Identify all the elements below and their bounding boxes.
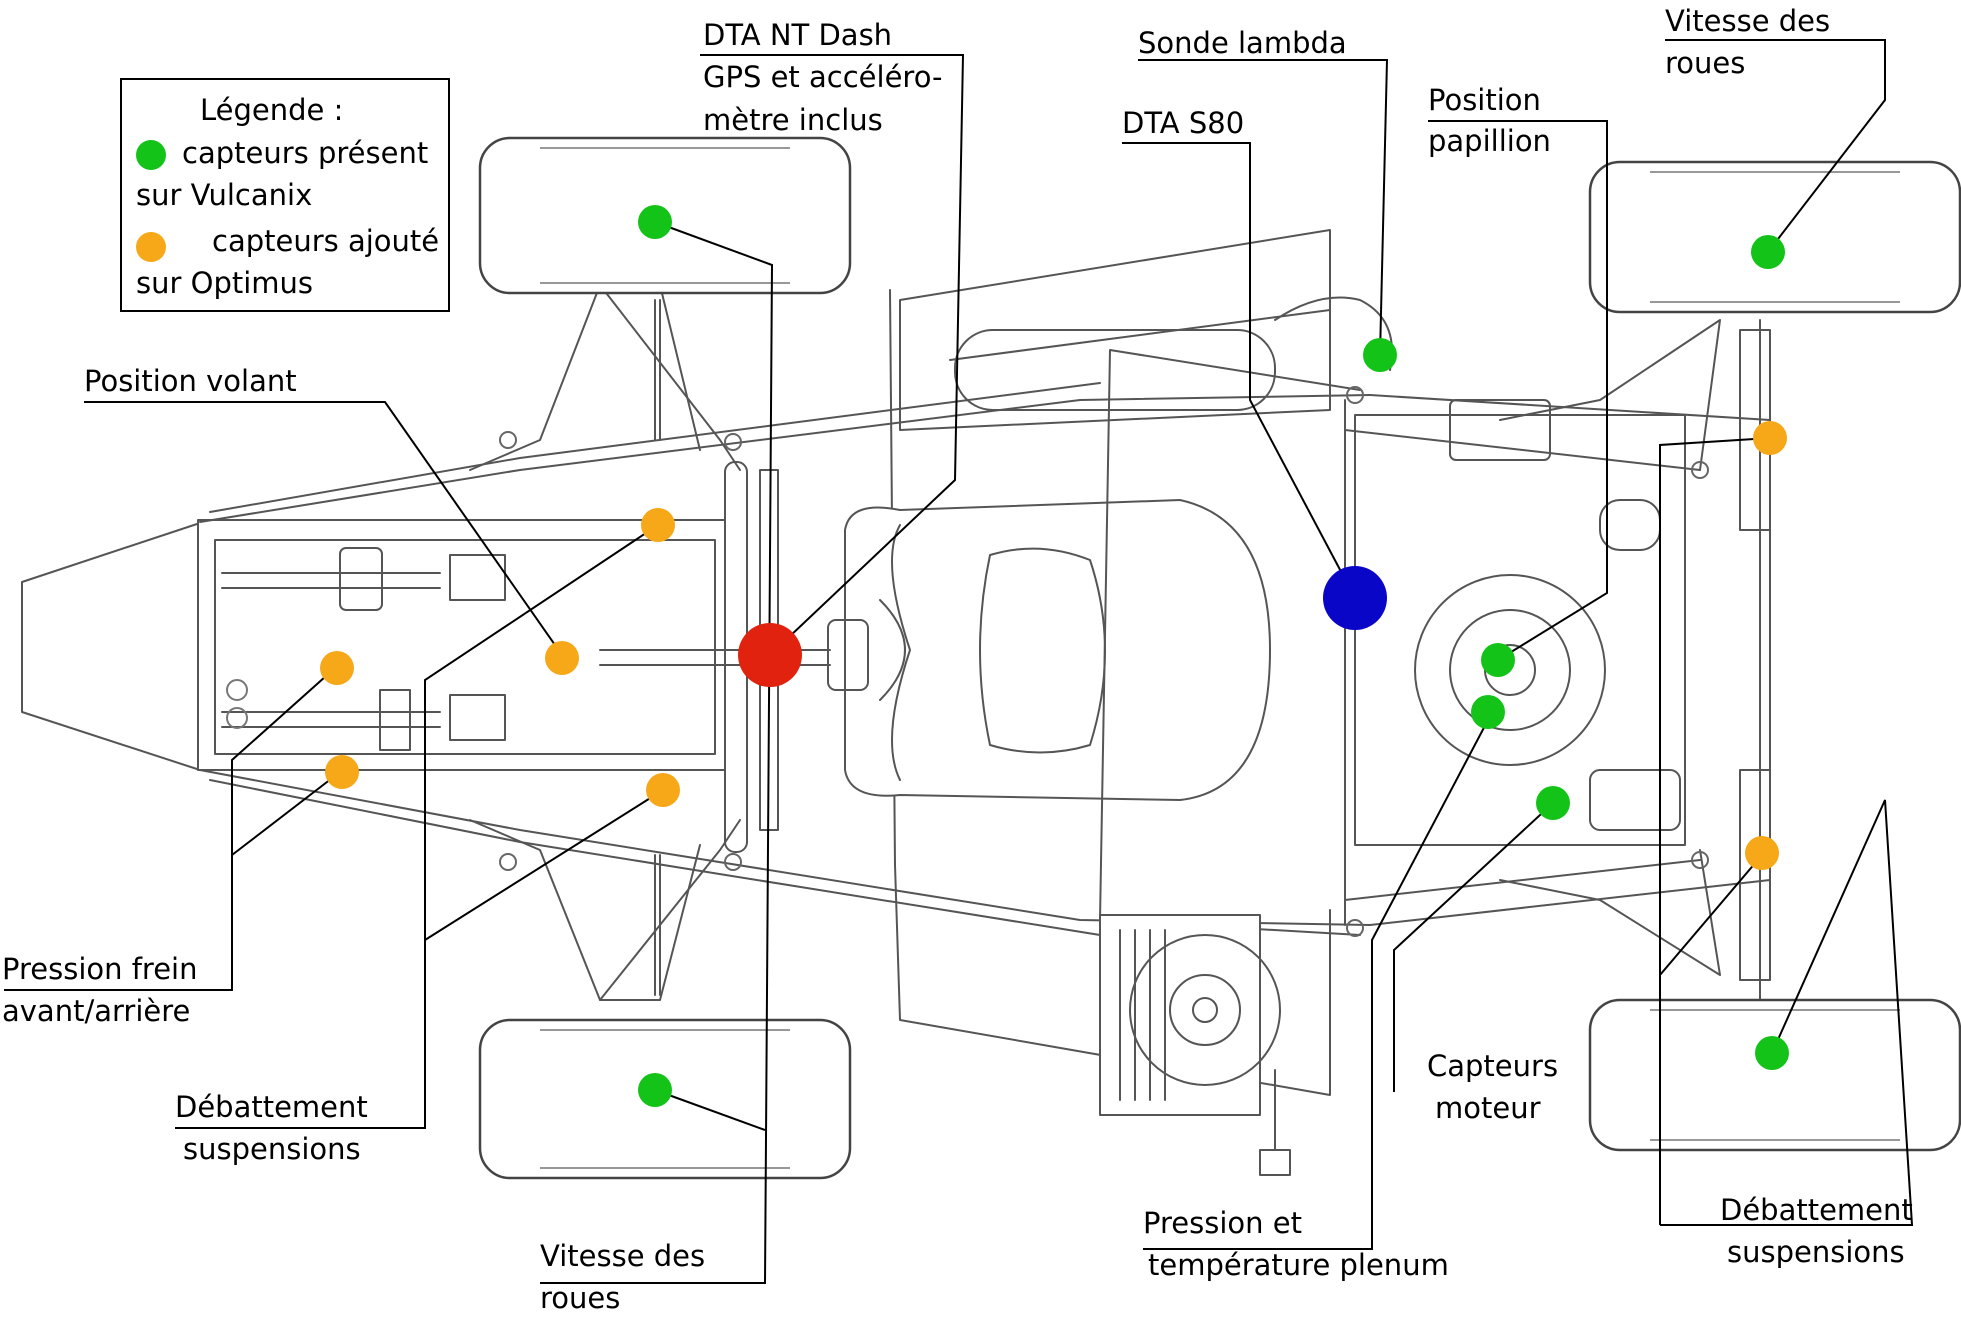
legend-orange-dot xyxy=(136,232,166,262)
leader-vitesse-roues-tr xyxy=(1665,39,1886,253)
label-debattement-right-2: suspensions xyxy=(1727,1235,1905,1269)
label-vitesse-roues-tr-1: Vitesse des xyxy=(1665,4,1831,38)
sensor-lambda xyxy=(1363,338,1397,372)
label-dta-nt-dash-1: DTA NT Dash xyxy=(703,18,893,52)
sensor-plenum xyxy=(1471,695,1505,729)
label-sonde-lambda: Sonde lambda xyxy=(1138,26,1347,60)
leader-vitesse-roues-bl-2 xyxy=(654,1089,766,1131)
sensor-throttle xyxy=(1481,643,1515,677)
legend-green-line1: capteurs présent xyxy=(182,136,429,170)
label-pression-plenum-2: température plenum xyxy=(1148,1248,1449,1282)
label-debattement-left-1: Débattement xyxy=(175,1090,368,1124)
sensor-susp-fl xyxy=(641,508,675,542)
label-vitesse-roues-tr-2: roues xyxy=(1665,46,1746,80)
leader-position-volant xyxy=(84,401,563,656)
label-dta-nt-dash-2: GPS et accéléro- xyxy=(703,60,943,94)
leader-debattement-l-2 xyxy=(424,789,664,941)
leader-debattement-r-2 xyxy=(1659,854,1763,976)
sensor-wheel-speed-rl xyxy=(1751,235,1785,269)
label-pression-plenum-1: Pression et xyxy=(1143,1206,1302,1240)
leader-sonde-lambda xyxy=(1138,59,1389,356)
leader-dta-nt-dash xyxy=(700,54,965,656)
sensor-brake-1 xyxy=(320,651,354,685)
legend-green-dot xyxy=(136,140,166,170)
sensor-dots xyxy=(320,205,1789,1107)
sensor-susp-rr xyxy=(1745,836,1779,870)
label-position-volant: Position volant xyxy=(84,364,297,398)
leader-vitesse-roues-bl xyxy=(540,221,774,1284)
sensor-wheel-speed-fr xyxy=(638,1073,672,1107)
sensor-wheel-speed-rr xyxy=(1755,1036,1789,1070)
label-capteurs-moteur-2: moteur xyxy=(1435,1091,1541,1125)
label-capteurs-moteur-1: Capteurs xyxy=(1427,1049,1559,1083)
legend-orange-line2: sur Optimus xyxy=(136,266,314,300)
label-pression-frein-1: Pression frein xyxy=(2,952,198,986)
label-vitesse-roues-bl-1: Vitesse des xyxy=(540,1239,706,1273)
label-dta-nt-dash-3: mètre inclus xyxy=(703,103,883,137)
leader-pression-frein-2 xyxy=(231,771,341,856)
leader-position-papillon xyxy=(1428,120,1608,661)
label-position-papillon-1: Position xyxy=(1428,83,1541,117)
leader-debattement-l-1 xyxy=(175,524,659,1129)
sensor-dta-nt-dash xyxy=(738,623,802,687)
label-pression-frein-2: avant/arrière xyxy=(2,994,191,1028)
leader-pression-plenum xyxy=(1143,719,1489,1250)
sensor-dta-s80 xyxy=(1323,566,1387,630)
leader-dta-s80 xyxy=(1122,142,1356,599)
sensor-engine xyxy=(1536,786,1570,820)
label-debattement-right-1: Débattement xyxy=(1720,1193,1913,1227)
label-dta-s80: DTA S80 xyxy=(1122,106,1245,140)
sensor-wheel-speed-fl xyxy=(638,205,672,239)
leader-capteurs-moteur xyxy=(1393,802,1554,1092)
leader-debattement-r-3 xyxy=(1660,799,1914,1226)
sensor-brake-2 xyxy=(325,755,359,789)
label-vitesse-roues-bl-2: roues xyxy=(540,1281,621,1315)
sensor-susp-fr xyxy=(646,773,680,807)
leader-lines xyxy=(4,39,1914,1284)
sensor-steering xyxy=(545,641,579,675)
chassis-drawing xyxy=(21,229,1771,1176)
label-debattement-left-2: suspensions xyxy=(183,1132,361,1166)
legend: Légende : capteurs présent sur Vulcanix … xyxy=(120,78,450,312)
sensor-susp-rl xyxy=(1753,421,1787,455)
wheel-rear-right xyxy=(1588,998,1961,1152)
leader-pression-frein-1 xyxy=(4,667,336,991)
legend-green-line2: sur Vulcanix xyxy=(136,178,313,212)
label-position-papillon-2: papillion xyxy=(1428,124,1551,158)
legend-orange-line1: capteurs ajouté xyxy=(212,224,440,258)
leader-debattement-r-1 xyxy=(1659,437,1771,1225)
legend-title: Légende : xyxy=(200,93,344,127)
